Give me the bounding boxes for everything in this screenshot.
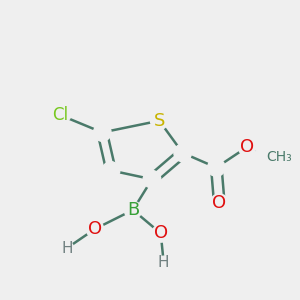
Ellipse shape: [152, 225, 169, 242]
Text: Cl: Cl: [52, 106, 68, 124]
Ellipse shape: [94, 124, 111, 141]
Text: O: O: [154, 224, 168, 242]
Text: O: O: [212, 194, 226, 212]
Text: B: B: [127, 201, 139, 219]
Ellipse shape: [61, 242, 74, 254]
Text: CH₃: CH₃: [266, 150, 292, 164]
Ellipse shape: [124, 201, 142, 219]
Ellipse shape: [208, 159, 225, 176]
Ellipse shape: [157, 256, 170, 269]
Ellipse shape: [174, 144, 191, 162]
Ellipse shape: [250, 150, 279, 165]
Text: H: H: [158, 255, 170, 270]
Ellipse shape: [151, 112, 168, 130]
Ellipse shape: [143, 170, 161, 188]
Text: H: H: [61, 241, 73, 256]
Text: S: S: [154, 112, 165, 130]
Ellipse shape: [238, 138, 256, 156]
Ellipse shape: [86, 220, 104, 238]
Ellipse shape: [102, 162, 120, 179]
Text: O: O: [88, 220, 102, 238]
Ellipse shape: [211, 194, 228, 212]
Ellipse shape: [49, 107, 71, 123]
Text: O: O: [240, 138, 254, 156]
